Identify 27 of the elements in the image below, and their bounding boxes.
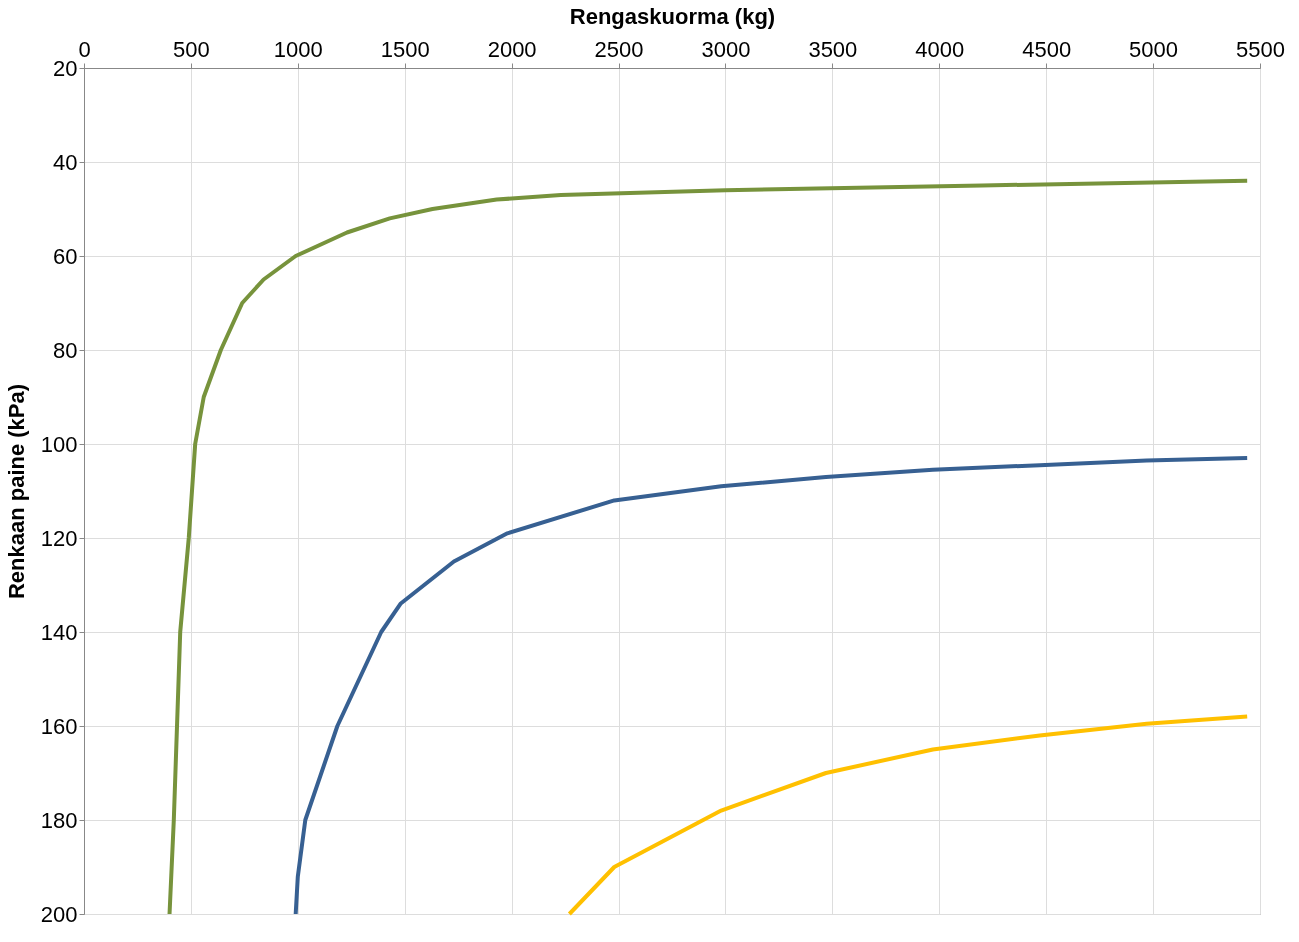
x-tick-label: 5500 xyxy=(1236,36,1285,62)
y-tick-label: 140 xyxy=(40,619,78,645)
y-tick-label: 100 xyxy=(40,431,78,457)
x-tick-label: 0 xyxy=(78,36,91,62)
y-tick-label: 160 xyxy=(40,713,78,739)
line-series xyxy=(293,456,1250,916)
x-tick-label: 1500 xyxy=(380,36,430,62)
x-tick-label: 4000 xyxy=(915,36,965,62)
y-tick-label: 180 xyxy=(40,807,78,833)
y-tick-label: 20 xyxy=(53,55,78,81)
line-series xyxy=(567,714,1250,916)
y-tick-label: 40 xyxy=(53,149,78,175)
x-tick-label: 3500 xyxy=(808,36,858,62)
x-tick-label: 500 xyxy=(173,36,210,62)
y-tick-label: 120 xyxy=(40,525,78,551)
y-axis-title: Renkaan paine (kPa) xyxy=(3,383,29,600)
x-tick-label: 2000 xyxy=(487,36,537,62)
x-tick-label: 1000 xyxy=(273,36,323,62)
x-tick-label: 4500 xyxy=(1022,36,1072,62)
y-tick-label: 60 xyxy=(53,243,78,269)
x-axis-title: Rengaskuorma (kg) xyxy=(569,3,776,29)
x-tick-label: 2500 xyxy=(594,36,644,62)
x-tick-label: 5000 xyxy=(1129,36,1179,62)
x-tick-label: 3000 xyxy=(701,36,751,62)
line-series xyxy=(167,178,1250,916)
y-tick-label: 80 xyxy=(53,337,78,363)
y-tick-label: 200 xyxy=(40,901,78,927)
